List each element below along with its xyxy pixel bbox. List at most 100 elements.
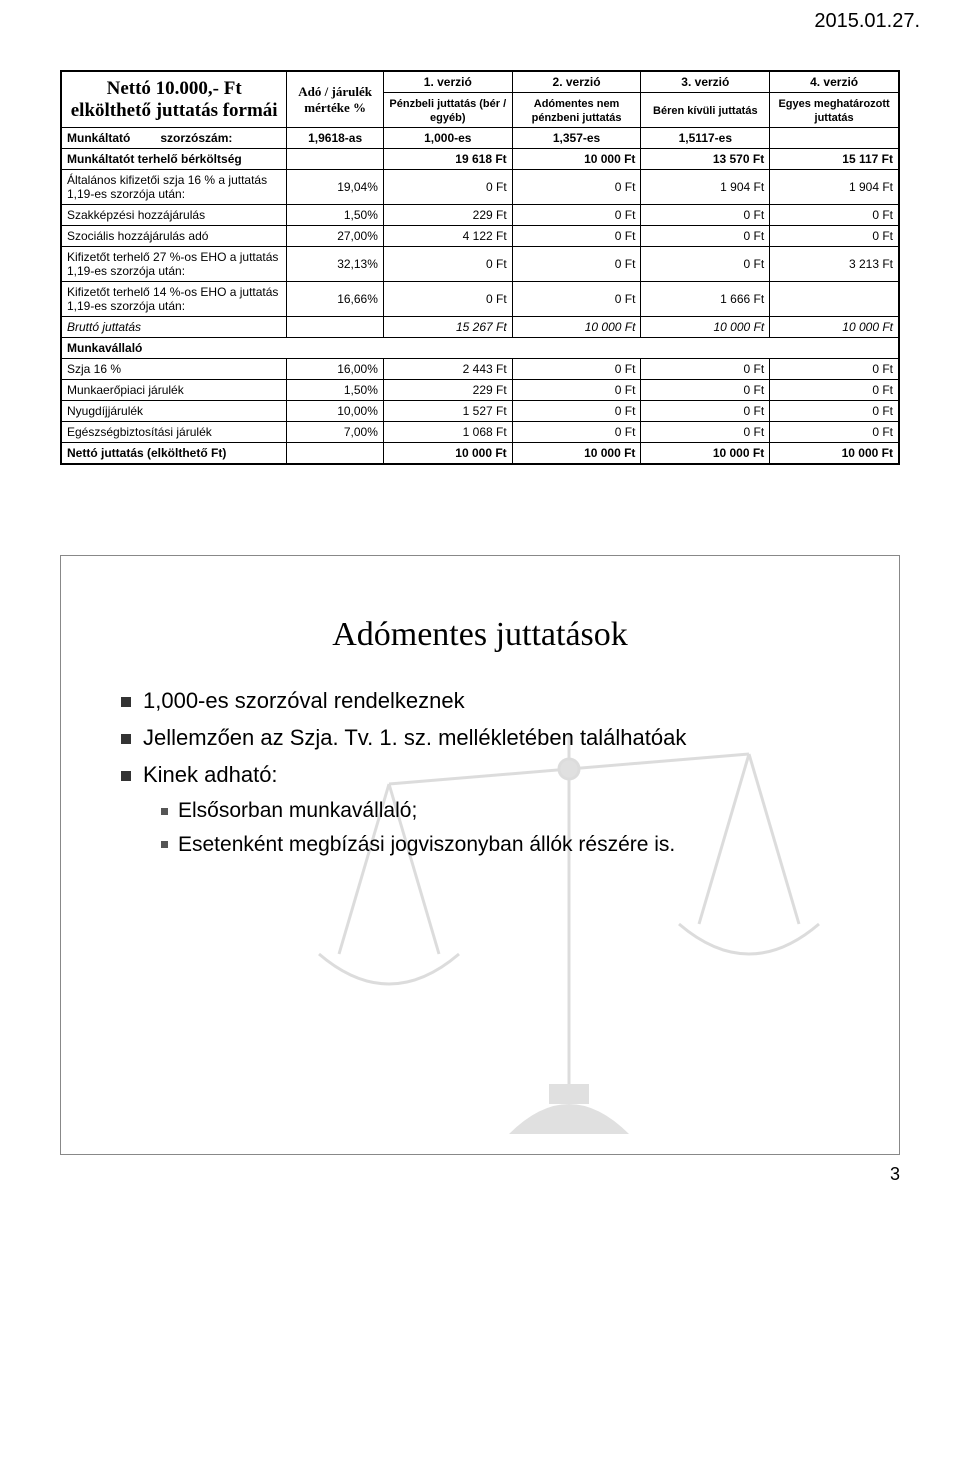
row-value: 0 Ft <box>770 205 899 226</box>
row-rate: 19,04% <box>287 170 384 205</box>
row-value: 10 000 Ft <box>641 317 770 338</box>
table-title: Nettó 10.000,- Ft elkölthető juttatás fo… <box>62 72 287 128</box>
subbullet-2: Esetenként megbízási jogviszonyban állók… <box>161 829 869 861</box>
subbullet-1: Elsősorban munkavállaló; <box>161 795 869 827</box>
table-row: Munkáltatót terhelő bérköltség19 618 Ft1… <box>62 149 899 170</box>
row-value: 1 666 Ft <box>641 282 770 317</box>
employee-rows: Szja 16 %16,00%2 443 Ft0 Ft0 Ft0 FtMunka… <box>62 359 899 464</box>
row-rate: 7,00% <box>287 422 384 443</box>
row-label: Munkaerőpiaci járulék <box>62 380 287 401</box>
table-row: Szociális hozzájárulás adó27,00%4 122 Ft… <box>62 226 899 247</box>
table-row: Szakképzési hozzájárulás1,50%229 Ft0 Ft0… <box>62 205 899 226</box>
row-value: 0 Ft <box>641 401 770 422</box>
employer-rows: Munkáltatót terhelő bérköltség19 618 Ft1… <box>62 149 899 338</box>
table-row: Szja 16 %16,00%2 443 Ft0 Ft0 Ft0 Ft <box>62 359 899 380</box>
row-value: 0 Ft <box>512 359 641 380</box>
info-list: 1,000-es szorzóval rendelkeznek Jellemző… <box>61 684 899 860</box>
bullet-1: 1,000-es szorzóval rendelkeznek <box>121 684 869 717</box>
row-label: Egészségbiztosítási járulék <box>62 422 287 443</box>
employee-row: Munkavállaló <box>62 338 899 359</box>
row-value: 0 Ft <box>641 359 770 380</box>
row-value: 1 904 Ft <box>770 170 899 205</box>
row-label: Szakképzési hozzájárulás <box>62 205 287 226</box>
row-value: 0 Ft <box>641 226 770 247</box>
row-value: 0 Ft <box>770 380 899 401</box>
bullet-2: Jellemzően az Szja. Tv. 1. sz. melléklet… <box>121 721 869 754</box>
table-row: Egészségbiztosítási járulék7,00%1 068 Ft… <box>62 422 899 443</box>
row-value: 0 Ft <box>512 422 641 443</box>
row-value: 13 570 Ft <box>641 149 770 170</box>
row-label: Nyugdíjjárulék <box>62 401 287 422</box>
row-rate: 32,13% <box>287 247 384 282</box>
row-rate: 16,66% <box>287 282 384 317</box>
row-value: 10 000 Ft <box>512 149 641 170</box>
row-value: 0 Ft <box>383 247 512 282</box>
row-value: 0 Ft <box>512 205 641 226</box>
table-row: Kifizetőt terhelő 14 %-os EHO a juttatás… <box>62 282 899 317</box>
version-3-num: 3. verzió <box>641 72 770 93</box>
employer-label: Munkáltató <box>67 131 130 145</box>
row-value: 229 Ft <box>383 205 512 226</box>
row-rate <box>287 317 384 338</box>
row-value: 4 122 Ft <box>383 226 512 247</box>
info-title: Adómentes juttatások <box>61 616 899 654</box>
row-rate: 1,50% <box>287 380 384 401</box>
row-value: 0 Ft <box>512 226 641 247</box>
row-value: 0 Ft <box>770 359 899 380</box>
row-value: 0 Ft <box>383 170 512 205</box>
row-value: 10 000 Ft <box>770 443 899 464</box>
row-label: Nettó juttatás (elkölthető Ft) <box>62 443 287 464</box>
row-value: 1 527 Ft <box>383 401 512 422</box>
row-value: 10 000 Ft <box>383 443 512 464</box>
table-row: Kifizetőt terhelő 27 %-os EHO a juttatás… <box>62 247 899 282</box>
row-rate <box>287 443 384 464</box>
row-value <box>770 282 899 317</box>
row-value: 15 117 Ft <box>770 149 899 170</box>
page-number: 3 <box>890 1164 900 1185</box>
row-value: 10 000 Ft <box>770 317 899 338</box>
row-rate <box>287 149 384 170</box>
row-label: Bruttó juttatás <box>62 317 287 338</box>
row-value: 2 443 Ft <box>383 359 512 380</box>
row-value: 0 Ft <box>770 422 899 443</box>
table-row: Nettó juttatás (elkölthető Ft)10 000 Ft1… <box>62 443 899 464</box>
cost-table: Nettó 10.000,- Ft elkölthető juttatás fo… <box>61 71 899 464</box>
row-label: Kifizetőt terhelő 27 %-os EHO a juttatás… <box>62 247 287 282</box>
row-value: 15 267 Ft <box>383 317 512 338</box>
row-value: 0 Ft <box>512 380 641 401</box>
mult-3: 1,357-es <box>512 128 641 149</box>
row-label: Kifizetőt terhelő 14 %-os EHO a juttatás… <box>62 282 287 317</box>
rate-header: Adó / járulék mértéke % <box>287 72 384 128</box>
version-2-desc: Adómentes nem pénzbeni juttatás <box>512 93 641 128</box>
row-value: 0 Ft <box>641 380 770 401</box>
table-row: Általános kifizetői szja 16 % a juttatás… <box>62 170 899 205</box>
row-value: 10 000 Ft <box>512 443 641 464</box>
row-label: Szociális hozzájárulás adó <box>62 226 287 247</box>
table-row: Nyugdíjjárulék10,00%1 527 Ft0 Ft0 Ft0 Ft <box>62 401 899 422</box>
row-rate: 16,00% <box>287 359 384 380</box>
version-3-desc: Béren kívüli juttatás <box>641 93 770 128</box>
row-value: 0 Ft <box>383 282 512 317</box>
row-label: Általános kifizetői szja 16 % a juttatás… <box>62 170 287 205</box>
row-rate: 1,50% <box>287 205 384 226</box>
employer-row: Munkáltató szorzószám: 1,9618-as 1,000-e… <box>62 128 899 149</box>
row-value: 1 068 Ft <box>383 422 512 443</box>
mult-5-empty <box>770 128 899 149</box>
row-value: 0 Ft <box>641 205 770 226</box>
row-value: 10 000 Ft <box>641 443 770 464</box>
mult-4: 1,5117-es <box>641 128 770 149</box>
row-label: Szja 16 % <box>62 359 287 380</box>
row-value: 0 Ft <box>512 401 641 422</box>
info-slide: Adómentes juttatások 1,000-es szorzóval … <box>60 555 900 1155</box>
bullet-3: Kinek adható: <box>121 758 869 791</box>
table-row: Bruttó juttatás15 267 Ft10 000 Ft10 000 … <box>62 317 899 338</box>
row-value: 0 Ft <box>770 401 899 422</box>
version-4-num: 4. verzió <box>770 72 899 93</box>
row-value: 0 Ft <box>512 170 641 205</box>
row-value: 10 000 Ft <box>512 317 641 338</box>
version-2-num: 2. verzió <box>512 72 641 93</box>
row-value: 1 904 Ft <box>641 170 770 205</box>
row-value: 19 618 Ft <box>383 149 512 170</box>
row-rate: 27,00% <box>287 226 384 247</box>
row-value: 229 Ft <box>383 380 512 401</box>
